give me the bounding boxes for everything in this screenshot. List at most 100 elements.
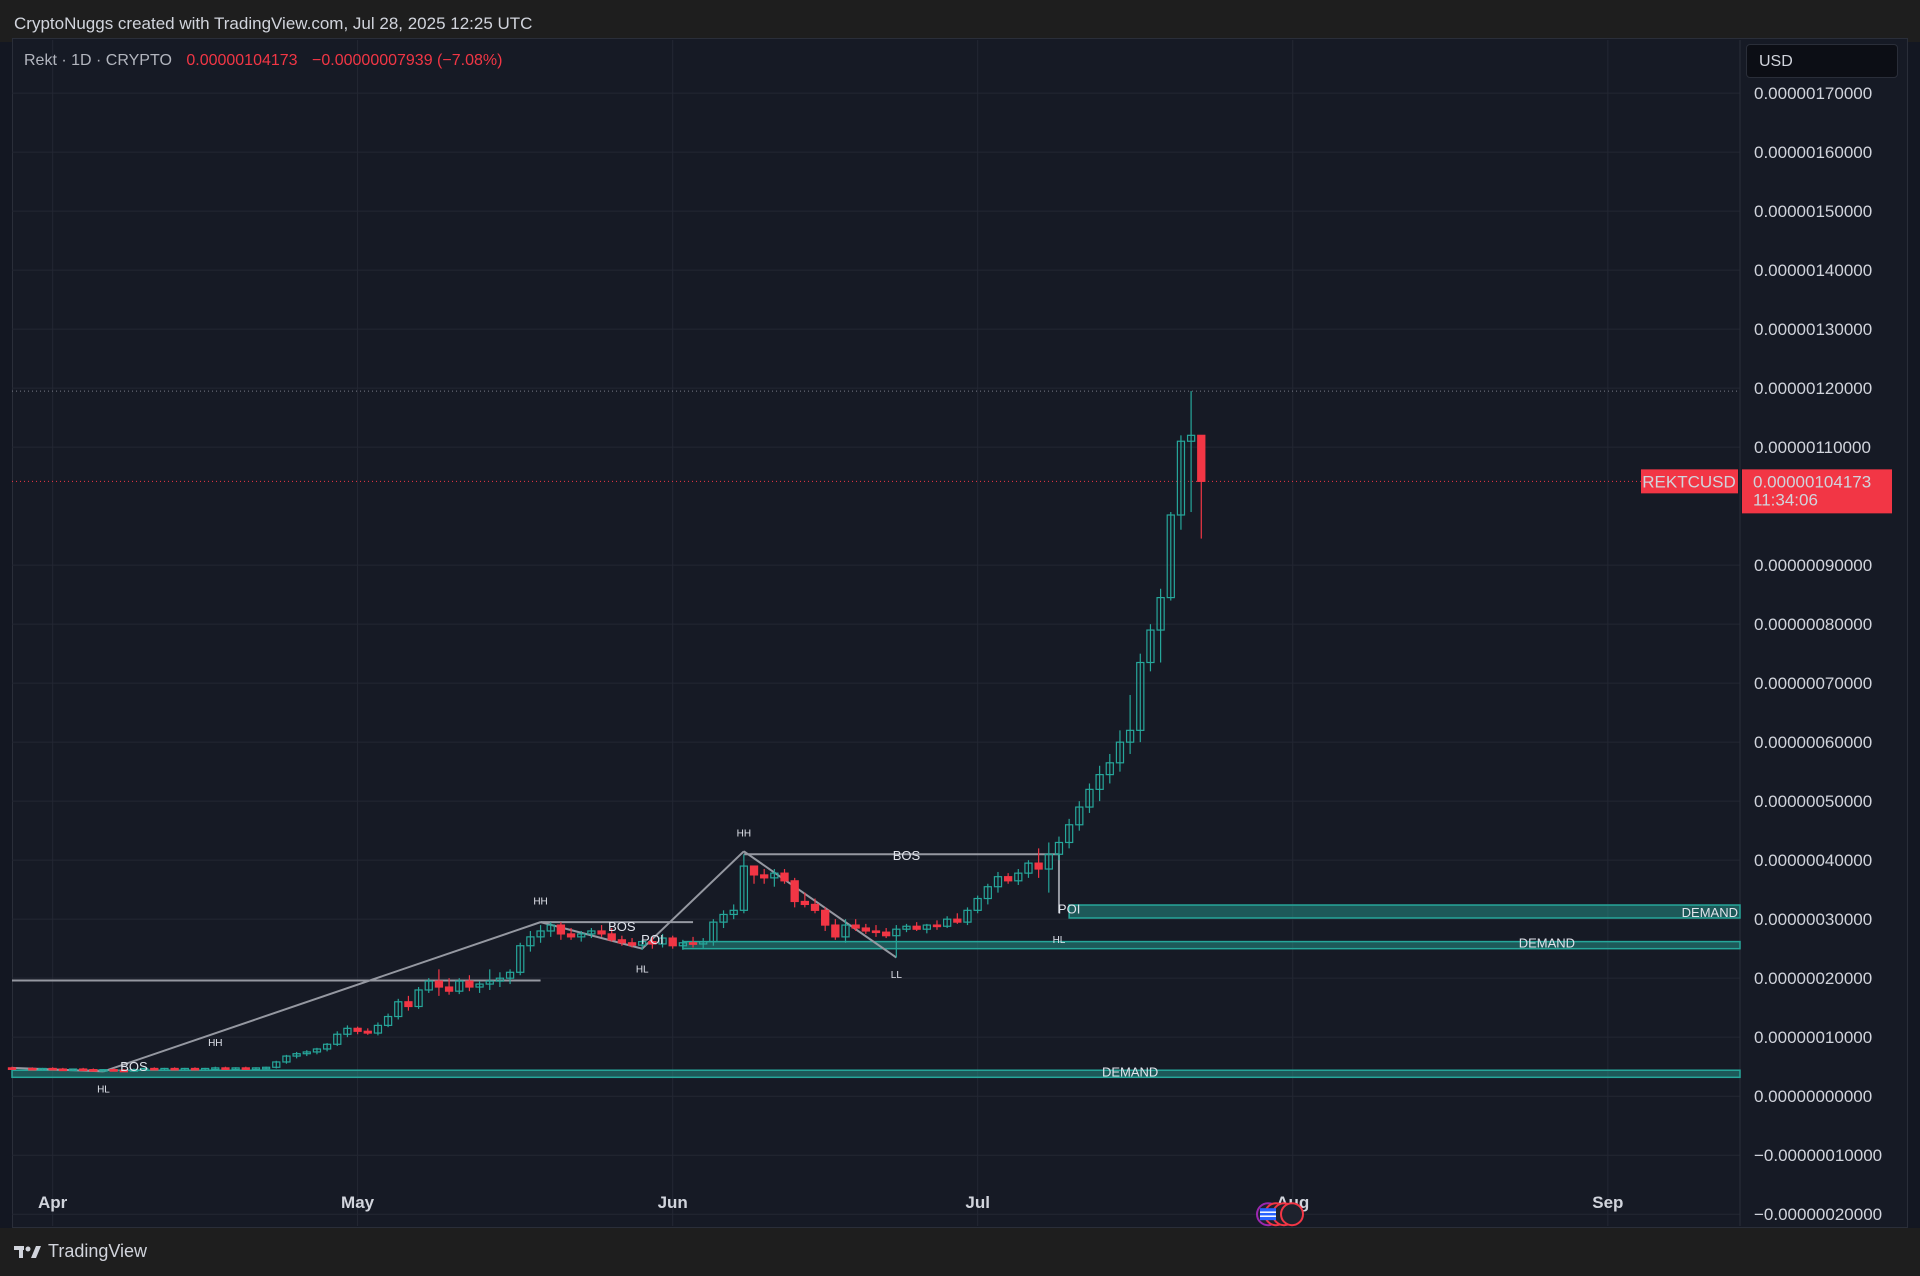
candle-up[interactable] [68,1068,78,1072]
candle-up[interactable] [99,1069,108,1072]
candle-up[interactable] [139,1067,149,1071]
candle-up[interactable] [251,1067,261,1070]
candle-down[interactable] [790,880,799,903]
candle-down[interactable] [465,980,474,988]
candle-up[interactable] [1125,729,1135,743]
candle-down[interactable] [119,1069,128,1073]
candle-down[interactable] [912,925,921,930]
candle-up[interactable] [942,918,952,927]
candle-up[interactable] [729,909,738,916]
structure-line[interactable] [11,1066,104,1073]
candle-down[interactable] [1034,862,1043,870]
candle-down[interactable] [190,1067,200,1071]
candle-up[interactable] [1024,862,1033,874]
candle-up[interactable] [587,930,596,935]
candle-up[interactable] [902,925,911,930]
candle-up[interactable] [312,1048,322,1053]
candle-up[interactable] [414,989,423,1008]
candle-up[interactable] [841,924,850,938]
candle-up[interactable] [129,1069,139,1072]
candle-up[interactable] [699,940,708,945]
candle-up[interactable] [1014,872,1023,882]
candle-up[interactable] [424,980,433,991]
candle-down[interactable] [810,903,820,911]
candle-up[interactable] [1146,629,1155,664]
candle-down[interactable] [444,986,454,992]
candle-down[interactable] [434,980,444,988]
candle-up[interactable] [261,1066,271,1070]
candle-up[interactable] [709,921,718,943]
candle-up[interactable] [892,928,901,937]
candle-up[interactable] [1075,806,1084,826]
candle-down[interactable] [871,930,881,934]
candle-down[interactable] [627,942,637,946]
candle-down[interactable] [668,937,677,947]
candle-down[interactable] [150,1067,159,1071]
candle-up[interactable] [272,1061,281,1068]
candle-up[interactable] [536,930,545,938]
candle-down[interactable] [648,940,657,945]
candle-down[interactable] [89,1069,98,1072]
demand-zone[interactable] [11,1069,1741,1079]
candle-up[interactable] [373,1024,383,1034]
candle-down[interactable] [597,930,606,935]
candle-up[interactable] [1095,774,1104,790]
tradingview-brand[interactable]: TradingView [14,1241,147,1262]
candle-up[interactable] [719,913,728,923]
candle-up[interactable] [475,983,484,988]
event-flag-icon[interactable] [1280,1202,1304,1227]
candle-up[interactable] [1186,434,1196,442]
candle-up[interactable] [516,945,525,973]
candle-down[interactable] [78,1068,88,1072]
candle-down[interactable] [48,1067,57,1071]
candle-up[interactable] [1044,853,1053,870]
candle-down[interactable] [28,1067,37,1071]
candle-up[interactable] [180,1067,189,1071]
candle-down[interactable] [617,939,627,944]
candle-up[interactable] [983,886,992,900]
candle-up[interactable] [455,980,464,992]
candle-up[interactable] [526,936,535,947]
candle-up[interactable] [638,940,647,946]
candle-up[interactable] [993,876,1003,888]
candle-up[interactable] [485,980,494,985]
candle-up[interactable] [1064,824,1074,844]
candle-up[interactable] [658,937,667,945]
candle-up[interactable] [1105,762,1114,776]
candle-down[interactable] [861,927,870,932]
candle-down[interactable] [688,942,698,945]
symbol-legend[interactable]: Rekt · 1D · CRYPTO 0.00000104173 −0.0000… [24,52,502,70]
candle-down[interactable] [221,1067,230,1070]
candle-up[interactable] [922,924,931,930]
candle-up[interactable] [292,1053,301,1057]
candle-up[interactable] [343,1027,352,1035]
candle-down[interactable] [780,872,789,882]
candle-up[interactable] [383,1015,393,1026]
demand-zone[interactable] [1068,904,1741,919]
candle-up[interactable] [200,1067,210,1071]
candle-down[interactable] [353,1027,362,1032]
candle-down[interactable] [241,1067,250,1070]
candle-down[interactable] [1197,434,1206,482]
candle-down[interactable] [1003,876,1013,882]
candle-up[interactable] [963,909,972,923]
candle-up[interactable] [282,1055,291,1063]
structure-line[interactable] [103,921,541,1073]
candle-up[interactable] [211,1067,220,1070]
currency-selector[interactable]: USD [1746,44,1898,78]
candle-down[interactable] [882,931,891,937]
structure-line[interactable] [743,850,897,959]
candle-up[interactable] [505,971,515,979]
candle-down[interactable] [109,1069,118,1072]
candle-up[interactable] [973,897,982,911]
candle-up[interactable] [1156,596,1165,631]
candle-down[interactable] [7,1067,17,1070]
candle-up[interactable] [770,872,779,879]
candle-up[interactable] [38,1067,47,1071]
candle-up[interactable] [1115,741,1125,764]
candle-up[interactable] [678,942,688,947]
candle-down[interactable] [953,918,962,923]
candle-up[interactable] [495,977,505,982]
candle-up[interactable] [739,865,749,911]
